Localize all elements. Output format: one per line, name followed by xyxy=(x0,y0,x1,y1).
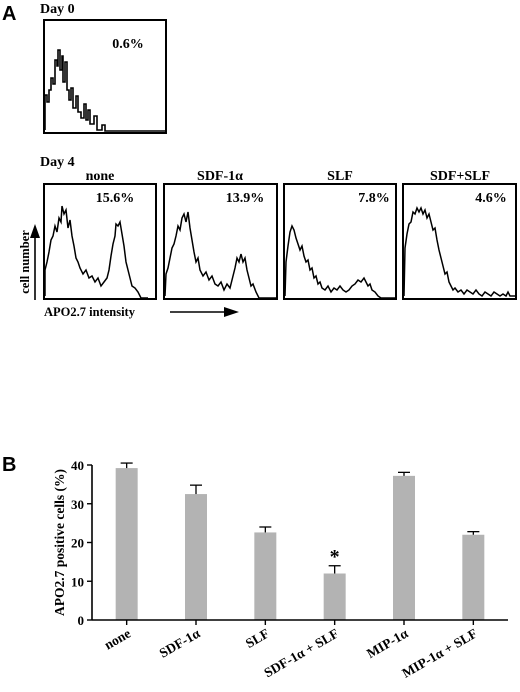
x-tick-label: none xyxy=(102,626,134,653)
cell-number-axis: cell number xyxy=(18,224,40,300)
apo27-arrowhead xyxy=(224,307,239,317)
day4-sdf1a-frame xyxy=(163,183,278,300)
day4-sdf1a-trace xyxy=(164,211,276,299)
day4-histogram-sdf1a: SDF-1α 13.9% xyxy=(163,169,278,300)
day4-slf-trace xyxy=(284,224,395,299)
bar xyxy=(393,475,415,620)
apo27-intensity-label: APO2.7 intensity xyxy=(44,305,136,319)
bar xyxy=(185,494,207,620)
day4-sdf1a-percent: 13.9% xyxy=(226,191,265,206)
significance-marker: * xyxy=(330,546,340,568)
day0-histogram-frame xyxy=(43,19,167,134)
day4-none-title: none xyxy=(86,169,115,184)
day4-sdf-slf-trace xyxy=(403,206,515,298)
y-axis-label: APO2.7 positive cells (%) xyxy=(52,469,67,616)
y-tick-label: 0 xyxy=(78,613,85,628)
day4-sdf-slf-frame xyxy=(402,183,517,300)
cell-number-label: cell number xyxy=(18,230,32,294)
day4-none-percent: 15.6% xyxy=(96,191,135,206)
y-tick-label: 10 xyxy=(71,574,84,589)
panel-a-letter: A xyxy=(2,3,16,25)
day4-sdf-slf-title: SDF+SLF xyxy=(430,169,490,184)
day0-histogram-trace xyxy=(44,49,165,132)
y-tick-label: 40 xyxy=(71,458,84,473)
day0-percent: 0.6% xyxy=(112,37,144,52)
day0-label: Day 0 xyxy=(40,2,75,17)
bar xyxy=(115,468,138,620)
day4-histogram-sdf-slf: SDF+SLF 4.6% xyxy=(402,169,517,300)
day4-sdf-slf-percent: 4.6% xyxy=(475,191,507,206)
day4-label: Day 4 xyxy=(40,155,75,170)
day4-slf-percent: 7.8% xyxy=(358,191,390,206)
x-tick-label: SDF-1α xyxy=(157,625,203,660)
bar xyxy=(462,534,485,620)
y-axis: 0 10 20 30 40 xyxy=(71,458,93,628)
x-tick-label: MIP-1α + SLF xyxy=(399,626,479,681)
x-tick-label: SDF-1α + SLF xyxy=(261,626,341,681)
y-tick-label: 30 xyxy=(71,497,84,512)
day4-slf-title: SLF xyxy=(327,169,353,184)
bar-chart: APO2.7 positive cells (%) 0 10 20 30 40 * no… xyxy=(52,458,508,681)
bar xyxy=(254,532,277,620)
day0-histogram: 0.6% xyxy=(43,19,167,134)
day4-sdf1a-title: SDF-1α xyxy=(197,169,243,184)
x-tick-label: MIP-1α xyxy=(364,625,411,661)
y-tick-label: 20 xyxy=(71,536,84,551)
day4-none-trace xyxy=(44,205,148,299)
cell-number-arrowhead xyxy=(30,224,40,238)
day4-histogram-none: none 15.6% xyxy=(43,169,157,300)
day4-histogram-slf: SLF 7.8% xyxy=(283,169,397,300)
day4-none-frame xyxy=(43,183,157,300)
x-tick-label: SLF xyxy=(243,626,272,651)
panel-b-letter: B xyxy=(2,454,16,476)
apo27-intensity-axis: APO2.7 intensity xyxy=(44,305,239,319)
day4-slf-frame xyxy=(283,183,397,300)
bars: * xyxy=(115,462,485,620)
bar xyxy=(323,573,346,620)
